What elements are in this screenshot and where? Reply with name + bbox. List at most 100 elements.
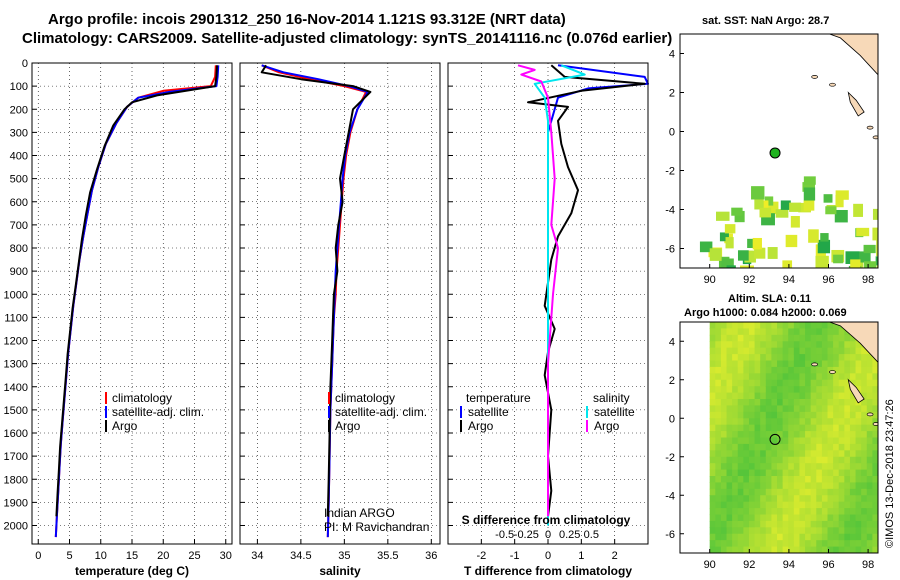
sst-cell xyxy=(785,234,798,248)
sla-cell xyxy=(777,399,784,407)
sla-cell xyxy=(833,360,840,368)
sla-cell xyxy=(709,501,716,509)
sla-cell xyxy=(833,450,840,458)
sla-cell xyxy=(765,379,773,387)
sla-cell xyxy=(844,399,851,407)
sla-cell xyxy=(855,469,862,477)
sla-cell xyxy=(827,501,834,509)
sla-cell xyxy=(777,533,784,541)
sla-cell xyxy=(732,334,739,342)
x-tick-label: 0 xyxy=(35,550,41,562)
sla-cell xyxy=(793,488,801,496)
sla-cell xyxy=(816,520,823,528)
sla-cell xyxy=(827,418,834,426)
x-axis-label: salinity xyxy=(319,564,361,578)
sla-cell xyxy=(709,443,716,451)
sla-cell xyxy=(866,520,873,528)
sla-cell xyxy=(765,418,773,426)
sst-cell xyxy=(764,196,774,206)
sla-cell xyxy=(855,347,862,355)
x-tick-label: 10 xyxy=(95,550,107,562)
sla-cell xyxy=(810,456,817,464)
sla-cell xyxy=(793,379,801,387)
sla-cell xyxy=(782,501,789,509)
sla-cell xyxy=(771,463,778,471)
argo-position-marker xyxy=(769,147,781,159)
sla-cell xyxy=(782,328,789,336)
sla-cell xyxy=(838,514,845,522)
sla-cell xyxy=(844,405,851,413)
sla-cell xyxy=(782,443,789,451)
map-content xyxy=(699,34,878,268)
secondary-tick-label: -0.25 xyxy=(514,529,539,541)
sla-cell xyxy=(709,488,716,496)
sla-cell xyxy=(855,463,862,471)
sla-cell xyxy=(760,540,767,548)
series-line-climatology xyxy=(261,64,368,538)
sla-cell xyxy=(861,508,868,516)
sla-cell xyxy=(737,322,744,330)
sla-cell xyxy=(765,334,773,342)
sla-cell xyxy=(799,392,806,400)
sla-cell xyxy=(855,437,862,445)
sla-cell xyxy=(827,424,834,432)
sla-cell xyxy=(799,418,806,426)
sla-cell xyxy=(844,424,851,432)
sla-cell xyxy=(827,334,834,342)
y-tick-label: 2 xyxy=(669,375,675,387)
sla-cell xyxy=(765,360,773,368)
sla-cell xyxy=(743,514,750,522)
sla-cell xyxy=(799,437,806,445)
sla-cell xyxy=(872,443,878,451)
sla-cell xyxy=(810,437,817,445)
sst-cell xyxy=(754,199,764,210)
sla-cell xyxy=(737,476,744,484)
sla-cell xyxy=(816,386,823,394)
sla-cell xyxy=(805,463,812,471)
sla-cell xyxy=(821,418,829,426)
sla-cell xyxy=(849,495,857,503)
sla-cell xyxy=(799,450,806,458)
sla-cell xyxy=(821,463,829,471)
sla-cell xyxy=(793,469,801,477)
sla-cell xyxy=(771,360,778,368)
sla-cell xyxy=(777,520,784,528)
secondary-tick-label: 0 xyxy=(545,529,551,541)
sla-cell xyxy=(849,476,857,484)
sla-cell xyxy=(793,482,801,490)
sla-cell xyxy=(760,431,767,439)
y-tick-label: 400 xyxy=(10,151,28,163)
sst-cell xyxy=(820,233,829,242)
difference-profile-panel: -2 -1 0 1 2 T difference from climatology S di… xyxy=(447,62,649,578)
sla-cell xyxy=(838,328,845,336)
sla-cell xyxy=(793,450,801,458)
sla-cell xyxy=(743,405,750,413)
sla-cell xyxy=(816,405,823,413)
sla-cell xyxy=(827,514,834,522)
sla-cell xyxy=(855,386,862,394)
sla-cell xyxy=(737,418,744,426)
sla-cell xyxy=(788,476,795,484)
sla-cell xyxy=(782,347,789,355)
sla-cell xyxy=(861,405,868,413)
sla-cell xyxy=(866,386,873,394)
sla-cell xyxy=(810,476,817,484)
sla-cell xyxy=(799,476,806,484)
sla-cell xyxy=(866,431,873,439)
sla-cell xyxy=(793,443,801,451)
sla-cell xyxy=(838,443,845,451)
sla-cell xyxy=(720,527,728,535)
sla-cell xyxy=(788,354,795,362)
sla-cell xyxy=(732,347,739,355)
x-tick-label: 96 xyxy=(822,559,834,571)
sla-cell xyxy=(861,456,868,464)
sla-cell xyxy=(788,366,795,374)
sla-cell xyxy=(709,469,716,477)
temperature-profile-panel: 0 5 10 15 20 25 300100200300400500600700800900… xyxy=(4,58,233,578)
sla-cell xyxy=(872,411,878,419)
sla-cell xyxy=(855,424,862,432)
sla-cell xyxy=(726,418,733,426)
sla-cell xyxy=(861,533,868,541)
sst-cell xyxy=(767,247,778,259)
sla-cell xyxy=(866,495,873,503)
